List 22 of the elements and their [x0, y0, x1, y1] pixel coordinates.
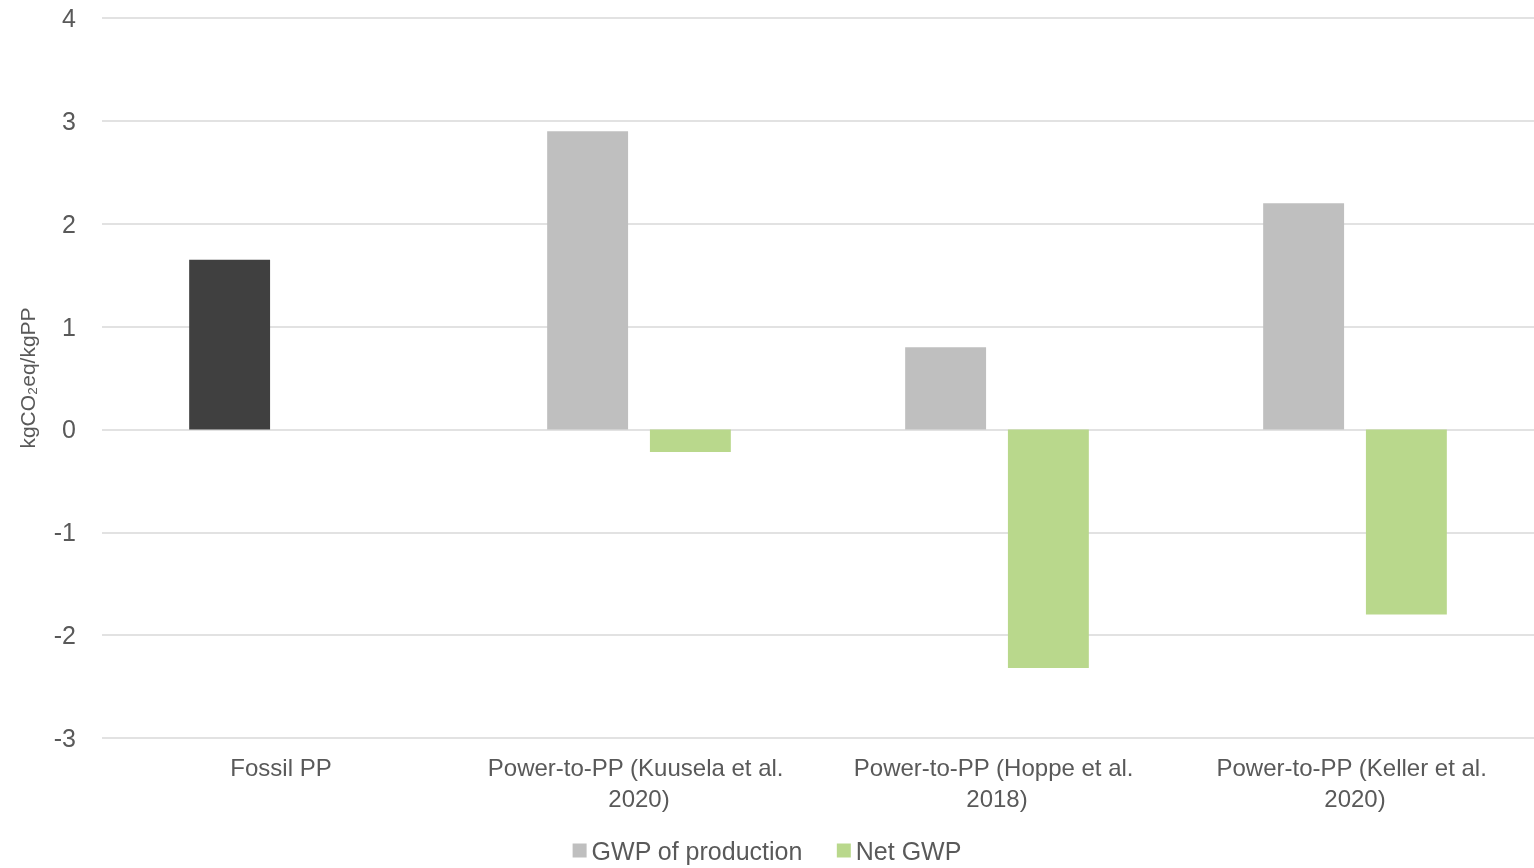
y-tick-label: -3 — [53, 724, 76, 752]
x-tick-label: Fossil PP — [230, 754, 332, 781]
legend-label: GWP of production — [591, 836, 803, 865]
legend-label: Net GWP — [855, 836, 962, 865]
y-tick-label: 4 — [62, 4, 77, 32]
bar — [189, 259, 271, 430]
bar — [905, 347, 987, 430]
y-tick-label: 2 — [62, 209, 76, 238]
x-tick-label: Power-to-PP (Hoppe et al. 2018) — [853, 754, 1141, 812]
bar — [1263, 203, 1345, 430]
bar — [547, 131, 629, 430]
bar — [649, 429, 731, 453]
y-tick-label: -2 — [53, 621, 76, 650]
y-tick-label: -1 — [53, 518, 76, 547]
bar — [1007, 429, 1089, 669]
x-tick-label: Power-to-PP (Kuusela et al. 2020) — [487, 754, 791, 812]
y-tick-label: 1 — [62, 312, 76, 341]
bar — [1365, 429, 1447, 615]
y-tick-label: 0 — [62, 415, 76, 444]
y-axis-title: kgCO₂eq/kgPP — [16, 307, 39, 449]
y-tick-label: 3 — [62, 106, 76, 135]
x-tick-label: Power-to-PP (Keller et al. 2020) — [1216, 754, 1494, 812]
